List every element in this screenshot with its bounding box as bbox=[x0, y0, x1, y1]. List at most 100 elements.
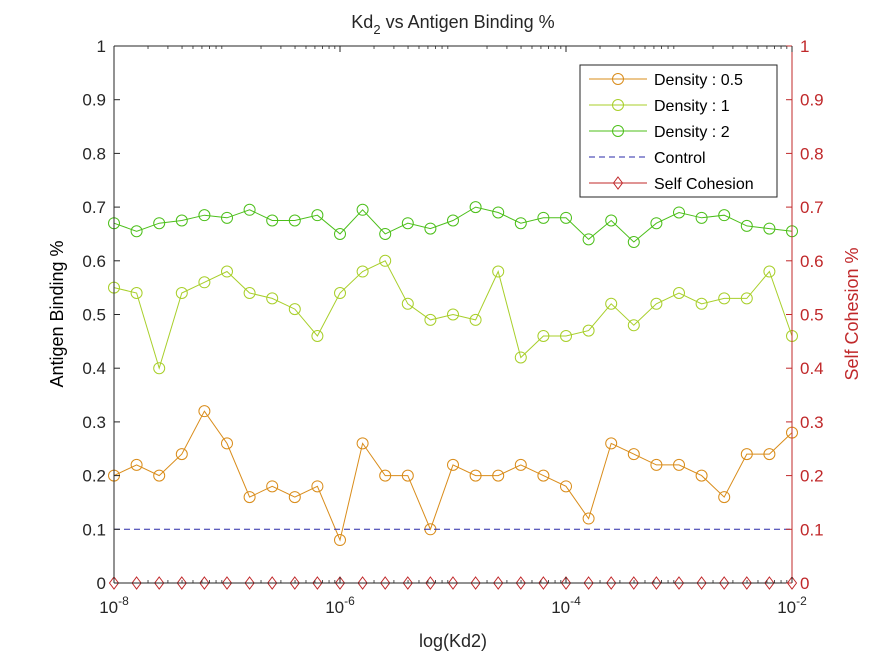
data-point bbox=[560, 576, 572, 590]
data-point bbox=[740, 219, 753, 232]
title-subscript: 2 bbox=[373, 22, 380, 37]
data-point bbox=[401, 217, 414, 230]
data-point bbox=[627, 319, 640, 332]
data-point bbox=[401, 469, 414, 482]
x-tick-label: 10-4 bbox=[551, 594, 581, 617]
y-tick-label-right: 0.2 bbox=[800, 467, 824, 486]
data-point bbox=[764, 576, 775, 590]
data-point bbox=[130, 458, 143, 471]
data-point bbox=[469, 469, 482, 482]
legend-label: Control bbox=[654, 150, 706, 167]
y-tick-label-left: 0.8 bbox=[82, 144, 106, 163]
series-1 bbox=[108, 405, 798, 547]
data-point bbox=[243, 287, 256, 300]
data-point bbox=[469, 201, 482, 214]
data-point bbox=[288, 491, 301, 504]
y-axis-label-right: Self Cohesion % bbox=[842, 247, 862, 380]
legend-label: Density : 0.5 bbox=[654, 72, 743, 89]
title-main: Kd bbox=[351, 12, 373, 32]
y-tick-label-left: 1 bbox=[97, 37, 106, 56]
y-tick-label-left: 0.9 bbox=[82, 91, 106, 110]
y-tick-label-left: 0.6 bbox=[82, 252, 106, 271]
data-point bbox=[311, 209, 324, 222]
data-point bbox=[130, 287, 143, 300]
x-axis-label: log(Kd2) bbox=[419, 631, 487, 651]
data-point bbox=[492, 265, 505, 278]
data-point bbox=[537, 469, 550, 482]
data-point bbox=[560, 480, 572, 493]
data-point bbox=[763, 448, 776, 461]
data-point bbox=[357, 576, 368, 590]
ticks-layer: 0 0 0.1 0.1 0.2 0.2 0.3 0.3 0.4 0.4 0.5 0.5 0.6 0.6 0.… bbox=[82, 37, 823, 617]
legend-label: Self Cohesion bbox=[654, 176, 754, 193]
title-rest: vs Antigen Binding % bbox=[381, 12, 555, 32]
y-tick-label-right: 0.6 bbox=[800, 252, 824, 271]
data-point bbox=[560, 329, 572, 342]
data-point bbox=[199, 576, 210, 590]
y-tick-label-right: 0.8 bbox=[800, 144, 824, 163]
data-point bbox=[175, 448, 188, 461]
data-point bbox=[718, 292, 731, 305]
data-point bbox=[492, 206, 505, 219]
data-point bbox=[740, 448, 753, 461]
y-tick-label-left: 0.5 bbox=[82, 306, 106, 325]
data-point bbox=[560, 211, 572, 224]
data-point bbox=[334, 287, 346, 300]
data-point bbox=[401, 297, 414, 310]
data-point bbox=[673, 206, 685, 219]
data-point bbox=[266, 214, 279, 227]
legend-label: Density : 2 bbox=[654, 124, 730, 141]
data-point bbox=[312, 576, 323, 590]
data-point bbox=[538, 576, 549, 590]
data-point bbox=[289, 576, 300, 590]
data-point bbox=[627, 448, 640, 461]
data-point bbox=[515, 576, 526, 590]
data-point bbox=[198, 209, 211, 222]
data-point bbox=[718, 491, 731, 504]
legend-entry: Control bbox=[589, 150, 706, 167]
data-point bbox=[221, 576, 233, 590]
legend-entry: Density : 2 bbox=[589, 124, 730, 141]
data-point bbox=[379, 227, 392, 240]
data-point bbox=[288, 303, 301, 316]
y-tick-label-right: 0.5 bbox=[800, 306, 824, 325]
data-point bbox=[447, 308, 459, 321]
data-point bbox=[763, 265, 776, 278]
data-point bbox=[424, 313, 437, 326]
y-tick-label-left: 0.2 bbox=[82, 467, 106, 486]
data-point bbox=[786, 576, 798, 590]
data-point bbox=[627, 236, 640, 249]
data-point bbox=[718, 209, 731, 222]
data-point bbox=[153, 217, 166, 230]
legend-marker bbox=[612, 73, 624, 85]
data-point bbox=[334, 534, 346, 547]
data-point bbox=[243, 203, 256, 216]
data-point bbox=[311, 329, 324, 342]
data-point bbox=[514, 351, 527, 364]
data-point bbox=[356, 437, 369, 450]
data-point bbox=[695, 469, 708, 482]
legend-entry: Self Cohesion bbox=[589, 176, 754, 193]
data-point bbox=[582, 233, 595, 246]
data-point bbox=[153, 469, 166, 482]
legend-label: Density : 1 bbox=[654, 98, 730, 115]
data-point bbox=[447, 214, 459, 227]
data-point bbox=[154, 576, 165, 590]
data-point bbox=[650, 297, 663, 310]
data-point bbox=[334, 227, 346, 240]
data-point bbox=[198, 405, 211, 418]
y-tick-label-right: 0 bbox=[800, 574, 809, 593]
series-line bbox=[113, 206, 793, 243]
data-point bbox=[719, 576, 730, 590]
data-point bbox=[447, 458, 459, 471]
data-point bbox=[424, 222, 437, 235]
data-point bbox=[492, 469, 505, 482]
data-point bbox=[673, 458, 685, 471]
data-point bbox=[266, 292, 279, 305]
legend-marker bbox=[612, 125, 624, 137]
data-point bbox=[311, 480, 324, 493]
data-point bbox=[356, 203, 369, 216]
data-point bbox=[221, 437, 233, 450]
data-point bbox=[153, 362, 166, 375]
legend-entry: Density : 1 bbox=[589, 98, 730, 115]
